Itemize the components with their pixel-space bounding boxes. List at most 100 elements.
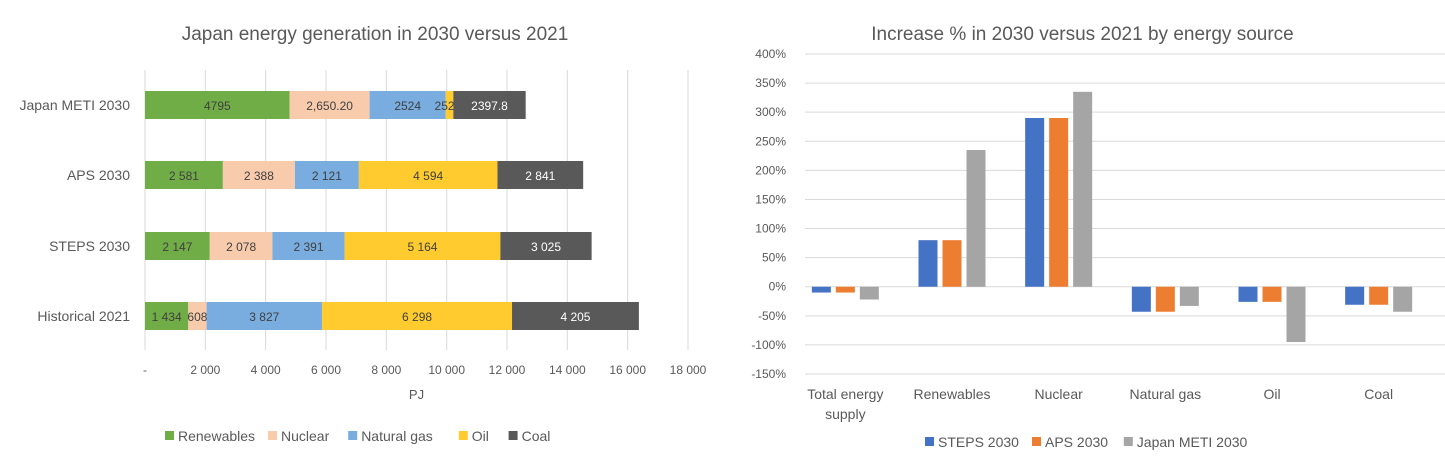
bar-segment-renewables [145,161,223,189]
bar-japan-meti-2030 [1179,286,1199,306]
legend-label: Japan METI 2030 [1137,434,1248,450]
data-label: 2 841 [525,169,555,183]
data-label: 4795 [204,99,231,113]
legend-label: Nuclear [281,428,330,444]
x-tick-label: 4 000 [251,363,281,377]
x-axis-label: PJ [409,387,424,402]
legend: STEPS 2030 APS 2030 Japan METI 2030 [925,434,1248,450]
legend-label: Renewables [178,428,255,444]
category-label: Historical 2021 [37,308,130,324]
data-label: 608 [187,310,207,324]
data-label: 4 205 [560,310,590,324]
x-tick-label: 6 000 [311,363,341,377]
legend-label: Oil [472,428,489,444]
category-label: Total energy [807,386,883,402]
data-label: 3 025 [531,240,561,254]
y-tick-label: -50% [758,309,786,323]
x-tick-label: 8 000 [371,363,401,377]
bar-steps-2030 [1131,286,1151,312]
bar-japan-meti-2030 [966,150,986,287]
category-label: APS 2030 [67,167,130,183]
x-tick-label: 18 000 [670,363,707,377]
data-label: 2 147 [162,240,192,254]
bar-aps-2030 [1262,286,1282,302]
x-tick-label: - [143,363,147,377]
legend-label: STEPS 2030 [938,434,1019,450]
category-label: Japan METI 2030 [19,97,130,113]
data-label: 2 391 [294,240,324,254]
legend-swatch [458,431,468,440]
bar-segment-coal [512,302,639,330]
bar-segment-renewables [145,232,210,260]
bar-segment-oil [344,232,501,260]
data-label: 4 594 [413,169,443,183]
y-tick-label: -150% [751,367,786,381]
category-label: Natural gas [1130,386,1202,402]
bar-steps-2030 [1345,286,1365,305]
data-label: 2 121 [312,169,342,183]
category-label: STEPS 2030 [49,238,130,254]
data-label: 2 388 [244,169,274,183]
data-label: 2 581 [169,169,199,183]
category-label: supply [825,406,865,422]
bar-steps-2030 [1238,286,1258,302]
category-label: Renewables [913,386,990,402]
bar-segment-oil [358,161,498,189]
x-tick-label: 16 000 [609,363,646,377]
bar-aps-2030 [1155,286,1175,312]
legend-swatch [508,431,518,440]
bar-segment-nuclear [209,232,273,260]
y-tick-label: 150% [755,192,786,206]
chart-title: Japan energy generation in 2030 versus 2… [181,24,569,45]
y-tick-label: 50% [762,251,786,265]
bar-japan-meti-2030 [859,286,879,300]
x-tick-label: 10 000 [428,363,465,377]
increase-percent-chart-panel: Increase % in 2030 versus 2021 by energy… [720,0,1445,459]
bar-japan-meti-2030 [1073,91,1093,287]
category-label: Coal [1364,386,1393,402]
energy-generation-chart: - 2 000 4 000 6 000 8 000 10 000 12 000 14 000 1… [19,70,707,444]
bar-segment-natural-gas [272,232,345,260]
legend: Renewables Nuclear Natural gas Oil Coal [165,428,550,444]
legend-swatch [925,437,934,446]
increase-percent-chart: -150% -100% -50% 0% 50% 100% 150% 200% 250% 300% 3… [751,47,1445,450]
bar-segment-natural-gas [206,302,323,330]
data-label: 2397.8 [471,99,508,113]
bar-steps-2030 [811,286,831,293]
bar-segment-renewables [145,302,189,330]
legend-swatch [268,431,277,440]
legend-label: APS 2030 [1045,434,1108,450]
data-label: 5 164 [407,240,437,254]
bar-segment-renewables [145,91,290,119]
data-label: 1 434 [152,310,182,324]
bar-steps-2030 [918,240,938,287]
bar-segment-natural-gas [294,161,359,189]
data-label: 2 078 [226,240,256,254]
y-tick-label: 200% [755,163,786,177]
data-label: 6 298 [402,310,432,324]
category-label: Nuclear [1035,386,1084,402]
legend-swatch [165,431,174,440]
data-label: 3 827 [249,310,279,324]
bar-segment-oil [445,91,454,119]
x-tick-label: 12 000 [489,363,526,377]
data-label: 2,650.20 [306,99,353,113]
y-tick-label: 400% [755,47,786,61]
category-label: Oil [1263,386,1280,402]
bar-segment-coal [497,161,584,189]
bar-segment-oil [322,302,513,330]
bar-steps-2030 [1025,118,1045,287]
bar-aps-2030 [1369,286,1389,305]
y-tick-label: 350% [755,76,786,90]
energy-generation-chart-panel: Japan energy generation in 2030 versus 2… [0,0,720,459]
y-tick-label: 300% [755,105,786,119]
chart-title: Increase % in 2030 versus 2021 by energy… [871,24,1294,45]
data-label: 2524 [394,99,421,113]
bar-japan-meti-2030 [1393,286,1413,312]
bar-aps-2030 [835,286,855,293]
legend-label: Coal [522,428,551,444]
bar-segment-natural-gas [369,91,446,119]
bar-japan-meti-2030 [1286,286,1306,342]
x-tick-label: 14 000 [549,363,586,377]
x-tick-label: 2 000 [190,363,220,377]
